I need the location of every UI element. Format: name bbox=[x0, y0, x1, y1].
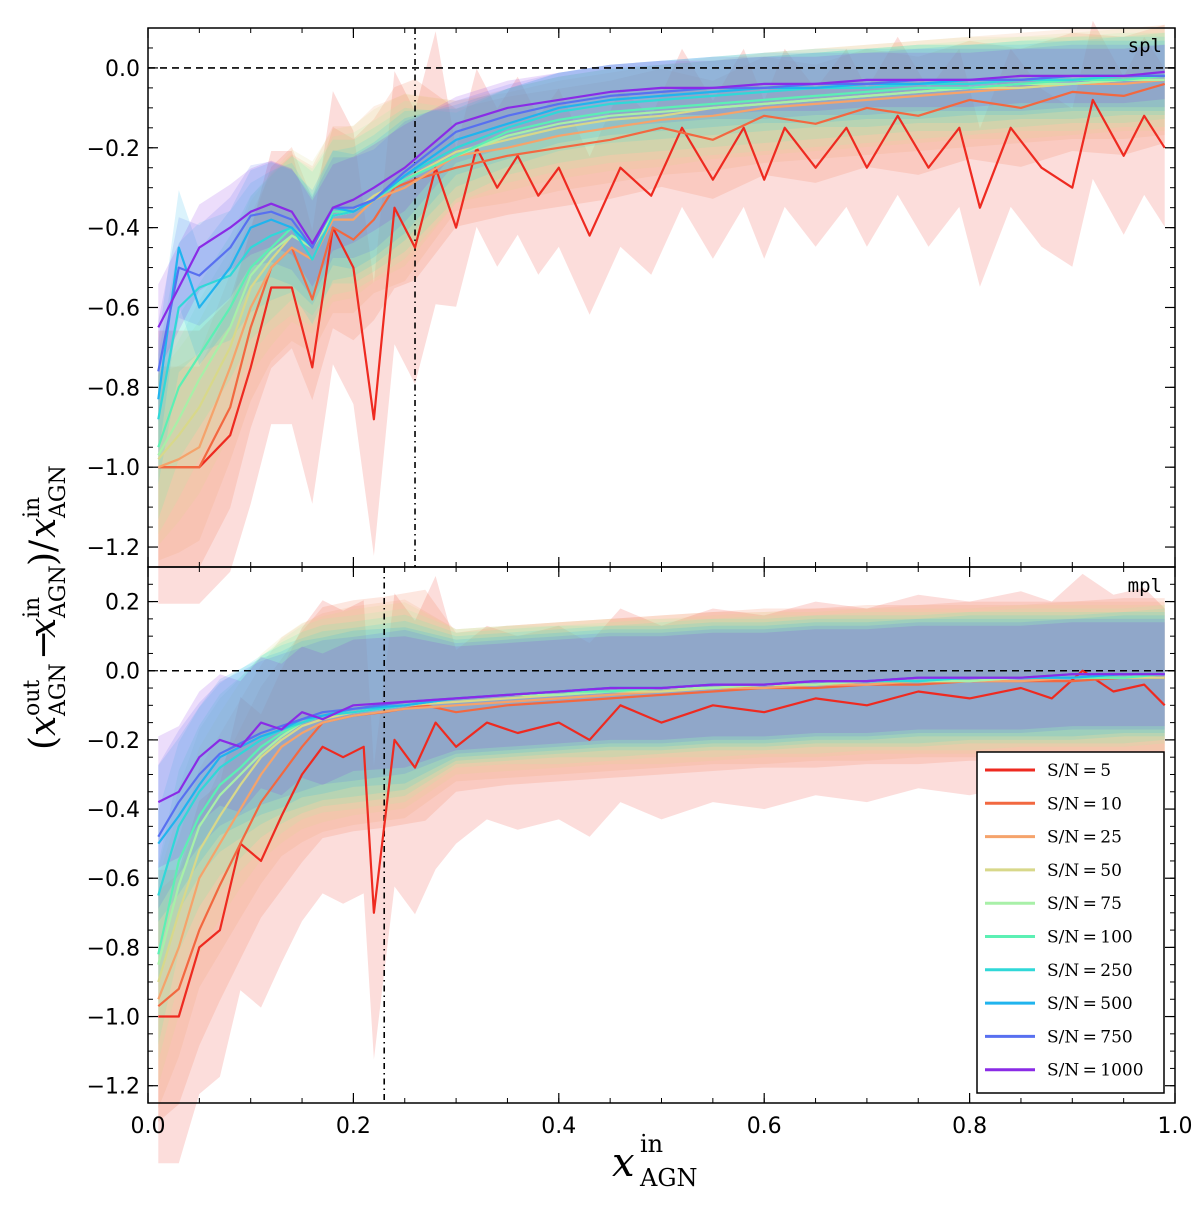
y-tick-label: −0.4 bbox=[87, 217, 140, 242]
legend: S/N = 5 S/N = 10 S/N = 25 S/N = 50 S/N = 75 S… bbox=[976, 751, 1165, 1094]
y-tick-label: −0.4 bbox=[87, 798, 140, 823]
legend-entry: S/N = 250 bbox=[1047, 961, 1133, 981]
uncertainty-band bbox=[158, 599, 1165, 1109]
x-axis-label-sup: in bbox=[640, 1130, 663, 1158]
panel-tag-mpl: mpl bbox=[1128, 575, 1162, 597]
uncertainty-band bbox=[158, 24, 1165, 568]
series-line bbox=[157, 74, 1165, 420]
uncertainty-bands-mpl bbox=[158, 573, 1165, 1164]
series-line bbox=[157, 74, 1165, 400]
y-tick-label: 0.0 bbox=[105, 57, 140, 82]
y-label-minus: − bbox=[23, 630, 64, 660]
legend-entry: S/N = 500 bbox=[1047, 994, 1133, 1014]
y-label-x2: x bbox=[23, 618, 64, 638]
uncertainty-band bbox=[158, 618, 1165, 909]
series-line bbox=[158, 669, 1166, 1018]
series-line bbox=[157, 74, 1165, 448]
uncertainty-band bbox=[158, 24, 1165, 561]
uncertainty-band bbox=[158, 32, 1165, 535]
series-line bbox=[157, 673, 1165, 965]
panel-tag-spl: spl bbox=[1128, 35, 1162, 57]
panel-mpl: 0.2 0.0 −0.2 −0.4 −0.6 −0.8 −1.0 −1.2 0.0 0.2 0.4 0… bbox=[87, 566, 1193, 1139]
legend-entry: S/N = 50 bbox=[1047, 861, 1122, 881]
legend-entry: S/N = 1000 bbox=[1047, 1061, 1144, 1081]
x-tick-label: 0.2 bbox=[336, 1114, 371, 1139]
uncertainty-band bbox=[158, 602, 1165, 1085]
y-label-sub2: AGN bbox=[46, 565, 71, 619]
x-axis-label-var: x bbox=[612, 1140, 635, 1186]
y-tick-label: −0.8 bbox=[87, 936, 140, 961]
y-label-close: )/ bbox=[23, 539, 64, 566]
y-tick-label: −0.6 bbox=[87, 296, 140, 321]
uncertainty-band bbox=[158, 44, 1165, 371]
legend-entry: S/N = 25 bbox=[1047, 828, 1122, 848]
y-tick-label: 0.0 bbox=[105, 660, 140, 685]
y-tick-label: −1.0 bbox=[87, 456, 140, 481]
y-tick-label: −1.2 bbox=[87, 536, 140, 561]
x-axis-label: x bbox=[612, 1140, 635, 1186]
x-tick-label: 1.0 bbox=[1158, 1114, 1193, 1139]
y-label-sup3: in bbox=[20, 497, 45, 518]
uncertainty-band bbox=[158, 40, 1165, 457]
y-tick-label: −0.2 bbox=[87, 729, 140, 754]
legend-entry: S/N = 5 bbox=[1047, 761, 1111, 781]
x-tick-label: 0.0 bbox=[131, 1114, 166, 1139]
series-line bbox=[157, 676, 1165, 1008]
y-label-x3: x bbox=[23, 518, 64, 538]
uncertainty-band bbox=[158, 44, 1165, 422]
y-axis-label: ( x out AGN − x in AGN )/ x in AGN bbox=[20, 465, 71, 750]
y-tick-label: −0.6 bbox=[87, 867, 140, 892]
uncertainty-band bbox=[158, 32, 1165, 520]
series-line bbox=[157, 70, 1165, 328]
series-line bbox=[158, 82, 1166, 469]
y-tick-label: −1.2 bbox=[87, 1075, 140, 1100]
x-tick-label: 0.4 bbox=[541, 1114, 576, 1139]
legend-entry: S/N = 750 bbox=[1047, 1027, 1133, 1047]
series-line bbox=[157, 78, 1165, 456]
y-label-sup1: out bbox=[20, 680, 45, 716]
y-tick-label: −0.8 bbox=[87, 376, 140, 401]
uncertainty-band bbox=[158, 589, 1165, 1122]
series-line bbox=[158, 98, 1166, 469]
uncertainty-band bbox=[158, 573, 1165, 1164]
series-line bbox=[157, 78, 1165, 469]
y-tick-label: 0.2 bbox=[105, 591, 140, 616]
y-label-x1: x bbox=[23, 716, 64, 736]
y-label-sup2: in bbox=[20, 597, 45, 618]
x-tick-label: 0.6 bbox=[747, 1114, 782, 1139]
uncertainty-band bbox=[158, 36, 1165, 485]
y-tick-label: −1.0 bbox=[87, 1006, 140, 1031]
y-label-sub3: AGN bbox=[46, 465, 71, 519]
y-label-open: ( bbox=[23, 736, 64, 750]
series-line bbox=[157, 673, 1165, 804]
y-label-sub1: AGN bbox=[46, 663, 71, 717]
uncertainty-band bbox=[158, 605, 1165, 1062]
legend-entry: S/N = 10 bbox=[1047, 794, 1122, 814]
legend-entry: S/N = 100 bbox=[1047, 928, 1133, 948]
y-tick-label: −0.2 bbox=[87, 137, 140, 162]
uncertainty-band bbox=[158, 28, 1165, 546]
uncertainty-band bbox=[158, 608, 1165, 1045]
x-axis-label-sub: AGN bbox=[639, 1164, 698, 1192]
legend-entry: S/N = 75 bbox=[1047, 894, 1122, 914]
x-tick-label: 0.8 bbox=[952, 1114, 987, 1139]
